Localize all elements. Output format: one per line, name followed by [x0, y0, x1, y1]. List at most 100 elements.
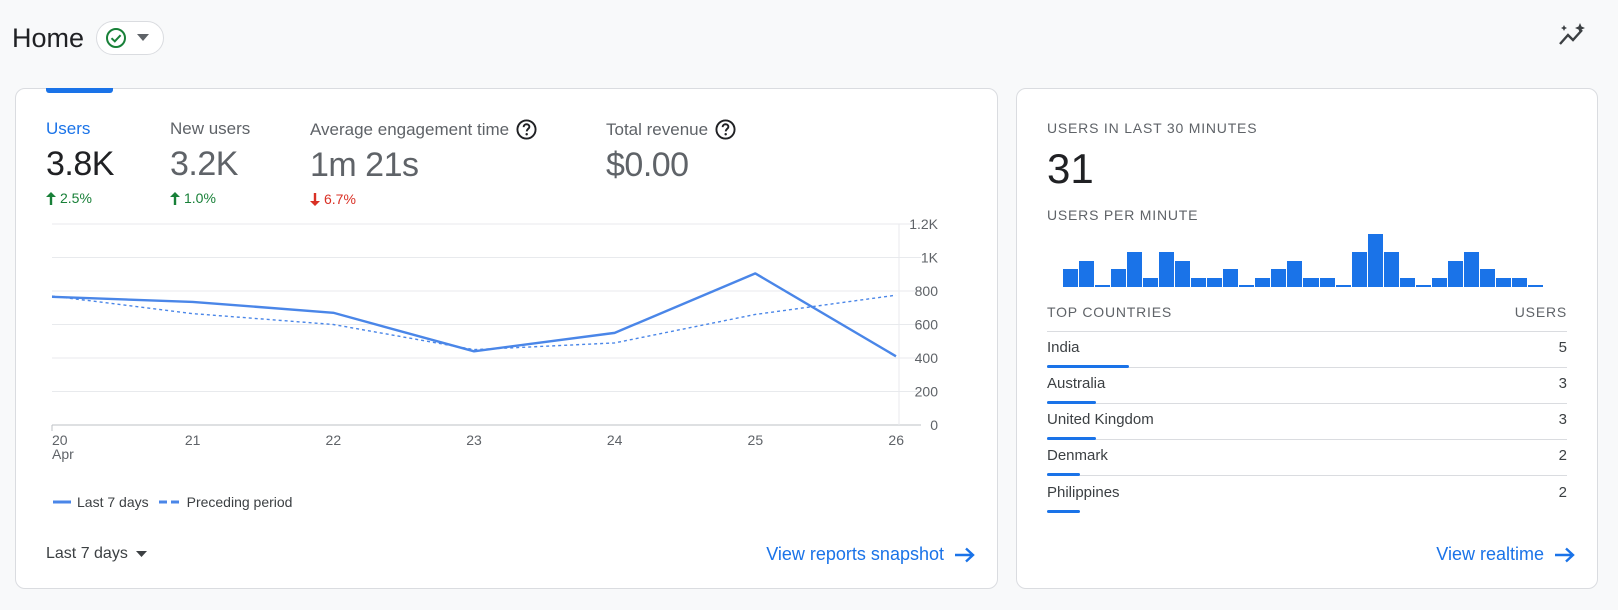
minute-bar[interactable]	[1431, 278, 1447, 287]
minute-bar[interactable]	[1335, 285, 1351, 287]
date-range-label: Last 7 days	[46, 545, 128, 562]
minute-bar[interactable]	[1143, 278, 1159, 287]
series-line-current	[51, 272, 897, 358]
active-tab-indicator	[46, 88, 113, 93]
minute-bar[interactable]	[1319, 278, 1335, 287]
country-share-bar	[1047, 401, 1097, 404]
minute-bar[interactable]	[1095, 285, 1111, 287]
country-name: Philippines	[1047, 483, 1120, 501]
country-name: Denmark	[1047, 447, 1108, 464]
overview-card: Users 3.8K 2.5% New users 3.2K 1.0% Aver…	[15, 88, 998, 589]
minute-bar[interactable]	[1255, 278, 1271, 287]
minute-bar[interactable]	[1463, 251, 1479, 287]
metric-users[interactable]: Users 3.8K 2.5%	[46, 119, 114, 206]
metric-value: 3.8K	[46, 145, 114, 183]
change-value: 1.0%	[184, 190, 216, 206]
y-tick-label: 600	[915, 317, 939, 333]
caret-down-icon	[135, 550, 147, 557]
country-name: Australia	[1047, 375, 1106, 392]
legend-label: Last 7 days	[77, 494, 149, 510]
realtime-users-value: 31	[1047, 145, 1094, 192]
country-users: 3	[1558, 375, 1567, 392]
minute-bar[interactable]	[1351, 251, 1367, 287]
country-row[interactable]: Denmark 2	[1047, 440, 1567, 476]
minute-bar[interactable]	[1511, 278, 1527, 287]
column-header-users: USERS	[1514, 304, 1567, 320]
metric-label: Users	[46, 119, 91, 138]
legend-label: Preceding period	[186, 494, 293, 510]
minute-bar[interactable]	[1111, 269, 1127, 287]
minute-bar[interactable]	[1159, 251, 1175, 287]
status-dropdown[interactable]	[96, 21, 165, 55]
y-tick-label: 800	[915, 283, 939, 299]
minute-bar[interactable]	[1079, 260, 1095, 287]
arrow-right-icon	[955, 547, 975, 562]
users-per-minute-chart	[1063, 234, 1543, 287]
metric-label: New users	[170, 119, 251, 138]
minute-bar[interactable]	[1495, 278, 1511, 287]
minute-bar[interactable]	[1287, 260, 1303, 287]
metric-label-row: Total revenue	[606, 119, 736, 140]
minute-bar[interactable]	[1303, 278, 1319, 287]
realtime-heading: USERS IN LAST 30 MINUTES	[1047, 120, 1258, 136]
view-realtime-link[interactable]: View realtime	[1436, 544, 1575, 565]
sparkle-trend-icon	[1559, 23, 1585, 45]
country-row[interactable]: Philippines 2	[1047, 476, 1567, 513]
country-users: 3	[1558, 411, 1567, 428]
dashed-line-swatch	[158, 500, 179, 504]
minute-bar[interactable]	[1239, 285, 1255, 287]
countries-table: India 5 Australia 3 United Kingdom 3 Denmark 2 P…	[1047, 331, 1567, 513]
link-label: View realtime	[1436, 544, 1544, 564]
minute-bar[interactable]	[1399, 278, 1415, 287]
metric-value: 3.2K	[170, 145, 238, 183]
metric-change: 1.0%	[170, 190, 250, 206]
minute-bar[interactable]	[1367, 234, 1383, 287]
country-users: 5	[1558, 339, 1567, 356]
minute-bar[interactable]	[1271, 269, 1287, 287]
x-tick-label: 20	[52, 432, 68, 448]
country-row[interactable]: United Kingdom 3	[1047, 404, 1567, 440]
minute-bar[interactable]	[1415, 285, 1431, 287]
minute-bar[interactable]	[1207, 278, 1223, 287]
minute-bar[interactable]	[1223, 269, 1239, 287]
per-minute-heading: USERS PER MINUTE	[1047, 207, 1199, 223]
country-name: India	[1047, 339, 1080, 356]
legend-item-current: Last 7 days	[53, 494, 149, 510]
minute-bar[interactable]	[1191, 278, 1207, 287]
change-value: 6.7%	[324, 191, 356, 207]
metric-new-users[interactable]: New users 3.2K 1.0%	[170, 119, 250, 206]
help-icon[interactable]	[516, 119, 537, 140]
x-tick-label: 23	[466, 432, 482, 448]
link-label: View reports snapshot	[766, 544, 944, 564]
minute-bar[interactable]	[1447, 260, 1463, 287]
country-share-bar	[1047, 473, 1080, 476]
users-line-chart: 0 200 400 600 800 1K 1.2K 20 21 22 23 24 25 26 Apr	[51, 216, 939, 462]
date-range-dropdown[interactable]: Last 7 days	[46, 545, 147, 563]
country-share-bar	[1047, 365, 1129, 368]
minute-bar[interactable]	[1527, 285, 1543, 287]
countries-table-header: TOP COUNTRIES USERS	[1047, 304, 1567, 320]
metric-engagement-time[interactable]: Average engagement time 1m 21s 6.7%	[310, 119, 537, 207]
arrow-right-icon	[1555, 547, 1575, 562]
country-name: United Kingdom	[1047, 411, 1154, 428]
country-share-bar	[1047, 510, 1080, 513]
help-icon[interactable]	[715, 119, 736, 140]
metric-total-revenue[interactable]: Total revenue $0.00	[606, 119, 736, 185]
minute-bar[interactable]	[1063, 269, 1079, 287]
minute-bar[interactable]	[1383, 251, 1399, 287]
country-share-bar	[1047, 437, 1097, 440]
country-row[interactable]: India 5	[1047, 332, 1567, 368]
x-tick-sublabel: Apr	[52, 446, 74, 462]
country-row[interactable]: Australia 3	[1047, 368, 1567, 404]
page-title: Home	[12, 22, 85, 53]
insights-button[interactable]	[1556, 18, 1590, 52]
view-reports-snapshot-link[interactable]: View reports snapshot	[766, 544, 975, 565]
metric-change: 2.5%	[46, 190, 114, 206]
minute-bar[interactable]	[1127, 251, 1143, 287]
metric-change: 6.7%	[310, 191, 537, 207]
column-header-country: TOP COUNTRIES	[1047, 304, 1173, 320]
minute-bar[interactable]	[1479, 269, 1495, 287]
chart-legend: Last 7 days Preceding period	[53, 494, 292, 510]
y-tick-label: 1.2K	[909, 216, 938, 232]
minute-bar[interactable]	[1175, 260, 1191, 287]
